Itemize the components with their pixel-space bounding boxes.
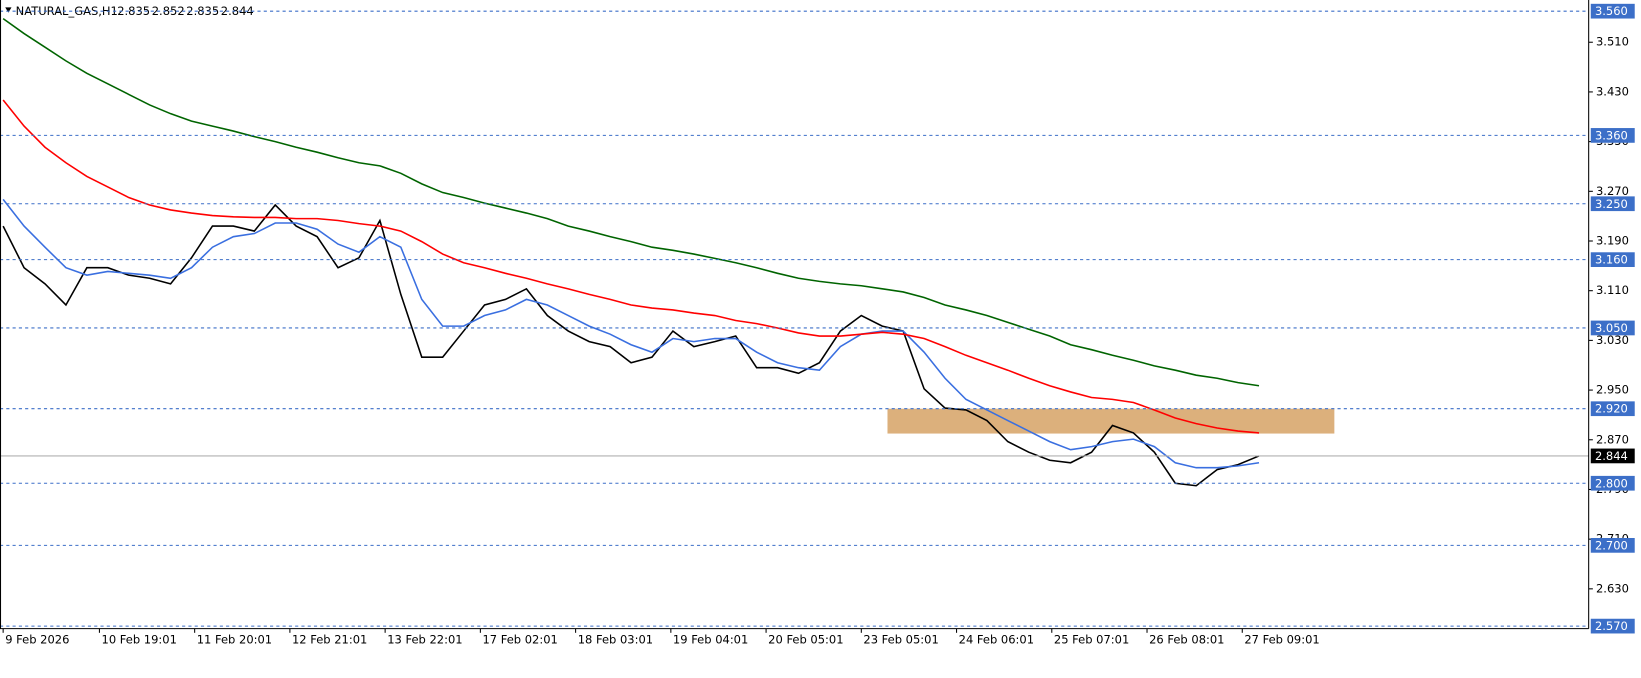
ma-line xyxy=(2,99,1260,434)
x-tick-label: 17 Feb 02:01 xyxy=(482,633,557,647)
level-box xyxy=(1590,196,1635,212)
level-label: 2.920 xyxy=(1595,402,1628,416)
x-tick-label: 25 Feb 07:01 xyxy=(1054,633,1129,647)
y-tick-label: 3.110 xyxy=(1596,283,1629,297)
y-tick-label: 3.430 xyxy=(1596,84,1629,98)
x-tick-label: 23 Feb 05:01 xyxy=(863,633,938,647)
x-tick-label: 13 Feb 22:01 xyxy=(387,633,462,647)
level-box xyxy=(1590,128,1635,143)
level-box xyxy=(1590,320,1635,336)
ma-line xyxy=(2,203,1260,487)
y-tick-label: 3.030 xyxy=(1596,333,1629,347)
y-tick-label: 2.870 xyxy=(1596,432,1629,446)
level-label: 3.250 xyxy=(1595,197,1628,211)
ohlc-value: 2.852 xyxy=(152,4,185,18)
y-tick-label: 2.630 xyxy=(1596,581,1629,595)
last-price-box xyxy=(1590,448,1635,464)
level-box xyxy=(1590,538,1635,553)
last-price-label: 2.844 xyxy=(1595,449,1628,463)
plot-area xyxy=(0,10,1589,627)
x-tick-label: 12 Feb 21:01 xyxy=(292,633,367,647)
level-label: 2.700 xyxy=(1595,538,1628,552)
level-box xyxy=(1590,475,1635,491)
x-tick-label: 20 Feb 05:01 xyxy=(768,633,843,647)
x-tick-label: 11 Feb 20:01 xyxy=(197,633,272,647)
level-box xyxy=(1590,401,1635,417)
x-tick-label: 9 Feb 2026 xyxy=(5,633,69,647)
level-label: 3.560 xyxy=(1595,4,1628,18)
y-tick-label: 3.510 xyxy=(1596,35,1629,49)
level-label: 3.050 xyxy=(1595,321,1628,335)
level-box xyxy=(1590,618,1635,634)
level-box xyxy=(1590,3,1635,19)
ohlc-value: 2.844 xyxy=(221,4,254,18)
x-tick-label: 26 Feb 08:01 xyxy=(1149,633,1224,647)
chart-title: NATURAL_GAS,H1 xyxy=(16,4,118,18)
ma-line xyxy=(2,198,1260,469)
y-tick-label: 3.190 xyxy=(1596,233,1629,247)
level-label: 2.800 xyxy=(1595,476,1628,490)
ma-line xyxy=(2,17,1260,387)
level-label: 3.160 xyxy=(1595,253,1628,267)
collapse-arrow xyxy=(5,7,12,13)
x-tick-label: 19 Feb 04:01 xyxy=(673,633,748,647)
y-tick-label: 3.270 xyxy=(1596,184,1629,198)
x-tick-label: 18 Feb 03:01 xyxy=(578,633,653,647)
y-tick-label: 2.950 xyxy=(1596,383,1629,397)
resistance-zone xyxy=(887,408,1335,434)
level-box xyxy=(1590,252,1635,267)
level-label: 3.360 xyxy=(1595,128,1628,142)
x-tick-label: 27 Feb 09:01 xyxy=(1244,633,1319,647)
x-tick-label: 24 Feb 06:01 xyxy=(959,633,1034,647)
level-label: 2.570 xyxy=(1595,619,1628,633)
x-tick-label: 10 Feb 19:01 xyxy=(102,633,177,647)
